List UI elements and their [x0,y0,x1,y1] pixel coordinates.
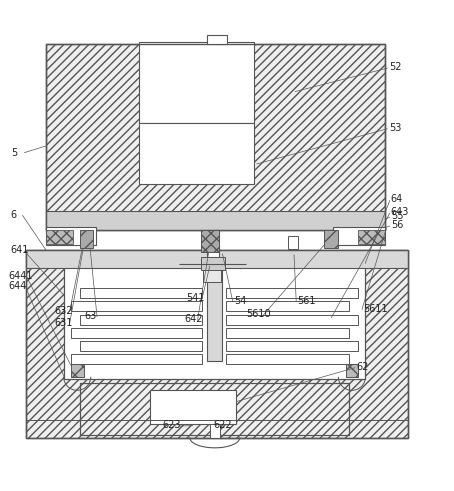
Bar [80,382,349,435]
Bar [46,44,385,230]
Text: 541: 541 [186,293,205,302]
Bar [226,315,358,325]
Text: 643: 643 [391,207,409,217]
Text: 632: 632 [54,306,73,316]
Bar [80,288,202,298]
Bar [345,364,358,377]
Bar [201,257,225,271]
Text: 5610: 5610 [246,309,271,319]
Bar [25,250,408,438]
Bar [46,230,73,244]
Bar [150,390,236,424]
Text: 561: 561 [297,296,316,306]
Bar [210,424,220,438]
Text: 54: 54 [234,296,246,306]
Bar [203,271,221,282]
Text: 6: 6 [10,210,17,219]
Text: 5611: 5611 [363,304,387,314]
Bar [333,227,385,245]
Bar [324,230,338,248]
Text: 53: 53 [389,123,401,133]
Bar [64,264,365,379]
Bar [226,301,349,311]
Text: 622: 622 [213,420,232,430]
Bar [80,341,202,351]
Bar [46,211,385,230]
Text: 5: 5 [11,148,18,158]
Text: 631: 631 [54,318,73,328]
Bar [80,382,349,435]
Bar [226,354,349,364]
Bar [288,236,298,249]
Bar [80,230,94,248]
Text: 623: 623 [163,420,181,430]
Bar [207,35,227,44]
Text: 62: 62 [356,362,368,372]
Bar [71,364,84,377]
Text: 641: 641 [10,245,29,255]
Bar [226,288,358,298]
Bar [207,264,222,361]
Bar [71,354,202,364]
Text: 52: 52 [389,62,401,72]
Bar [139,42,254,123]
Bar [226,328,349,338]
Bar [80,315,202,325]
Text: 642: 642 [184,314,202,324]
Text: 56: 56 [391,220,403,230]
Bar [71,301,202,311]
Bar [46,44,385,230]
Bar [139,123,254,185]
Text: 63: 63 [84,311,97,321]
Text: 6441: 6441 [9,272,33,281]
Text: 644: 644 [9,281,27,291]
Bar [25,250,408,268]
Bar [207,230,219,257]
Bar [25,250,408,438]
Bar [71,328,202,338]
Text: 55: 55 [391,211,403,221]
Bar [358,230,385,244]
Bar [46,227,96,245]
Bar [226,341,358,351]
Bar [201,230,219,252]
Text: 64: 64 [391,194,403,204]
